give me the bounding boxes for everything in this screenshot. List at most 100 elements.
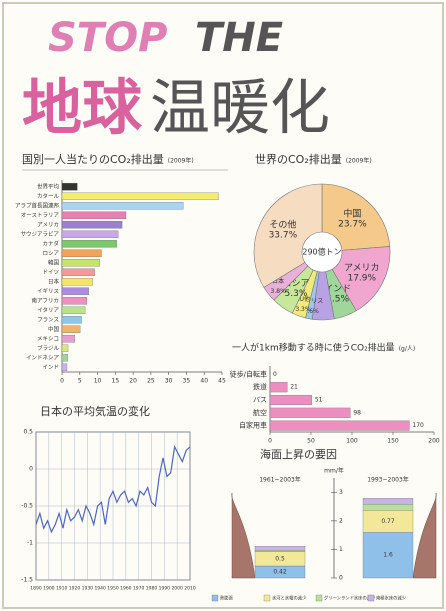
bar-segment (255, 546, 305, 550)
x-tick-label: 15 (112, 378, 120, 385)
category-label: ブラジル (37, 344, 59, 352)
x-tick-label: 5 (78, 378, 82, 385)
bar (270, 421, 409, 431)
x-tick-label: 1990 (159, 586, 171, 592)
x-tick-label: 20 (129, 378, 137, 385)
category-label: イタリア (37, 306, 59, 314)
x-tick-label: 25 (147, 378, 155, 385)
category-label: 中国 (48, 325, 60, 333)
bar (270, 395, 312, 405)
y-axis-label: mm/年 (324, 467, 344, 475)
y-tick-label: -0.5 (21, 503, 33, 510)
y-tick-label: 0 (29, 466, 33, 473)
category-label: 自家用車 (239, 421, 267, 430)
y-tick-label: 0 (339, 575, 343, 582)
x-tick-label: 1920 (69, 586, 81, 592)
chart-subtitle: (g/人) (399, 346, 416, 353)
value-label: 1.6 (383, 552, 393, 559)
bar (270, 382, 287, 392)
category-label: アラブ首長国連邦 (15, 201, 60, 209)
x-tick-label: 35 (183, 378, 191, 385)
category-label: ロシア (42, 250, 59, 257)
x-tick-label: 50 (307, 438, 315, 445)
title-stop: STOP (48, 15, 167, 61)
category-label: インド (42, 365, 59, 371)
bar (62, 250, 101, 257)
category-label: 鉄道 (253, 382, 267, 391)
legend-swatch (316, 595, 322, 601)
chart-title: 国別一人当たりのCO₂排出量 (22, 152, 164, 166)
category-label: カナダ (42, 239, 59, 247)
legend-swatch (264, 595, 270, 601)
slice-value: 3.3% (295, 306, 311, 313)
poster: STOP THE 地球 温暖化 国別一人当たりのCO₂排出量(2009年)051… (0, 0, 446, 611)
chart-title: 世界のCO₂排出量 (255, 152, 342, 166)
bar (62, 269, 95, 276)
bar-segment (363, 504, 413, 510)
bar (62, 259, 100, 266)
value-label: 0.5 (275, 555, 285, 562)
bar (62, 364, 67, 371)
center-label: 290億トン (302, 247, 341, 257)
legend-label: 熱膨張 (220, 595, 234, 602)
y-tick-label: -1.5 (21, 577, 33, 584)
legend-label: 氷河と氷帽の減少 (272, 595, 307, 602)
slice-value: 17.9% (347, 273, 376, 283)
x-tick-label: 1980 (146, 586, 158, 592)
chart-title: 一人が1km移動する時に使うCO₂排出量 (232, 342, 395, 354)
category-label: 日本 (48, 277, 60, 285)
x-tick-label: 1890 (30, 586, 42, 592)
x-tick-label: 2000 (171, 586, 183, 592)
bar (62, 345, 68, 352)
x-tick-label: 0 (268, 438, 272, 445)
bar (62, 221, 122, 228)
category-label: フランス (37, 316, 59, 323)
bar (62, 297, 87, 304)
category-label: インドネシア (26, 354, 60, 361)
category-label: 航空 (253, 408, 267, 417)
x-tick-label: 10 (94, 378, 102, 385)
x-tick-label: 30 (165, 378, 173, 385)
category-label: 世界平均 (37, 182, 60, 190)
bar-segment (255, 550, 305, 551)
category-label: アメリカ (37, 221, 59, 228)
x-tick-label: 1950 (107, 586, 119, 592)
slice-value: 23.7% (338, 219, 367, 229)
chart-subtitle: (2009年) (346, 157, 372, 165)
value-label: 0 (273, 371, 277, 378)
slice-label: その他 (269, 219, 296, 231)
x-tick-label: 0 (60, 378, 64, 385)
bar (62, 335, 75, 342)
chart-title: 海面上昇の要因 (260, 447, 337, 461)
value-label: 170 (412, 422, 424, 429)
x-tick-label: 1940 (94, 586, 106, 592)
bar (62, 316, 82, 323)
bar (62, 288, 89, 295)
x-tick-label: 1960 (120, 586, 132, 592)
slice-label: 中国 (343, 207, 361, 219)
bar-segment (363, 498, 413, 504)
category-label: サウジアラビア (20, 230, 59, 238)
bar (62, 278, 93, 285)
x-tick-label: 200 (428, 438, 440, 445)
title-the: THE (195, 15, 283, 61)
bar (62, 183, 77, 190)
y-tick-label: 0.5 (23, 429, 33, 436)
chart-subtitle: (2009年) (168, 157, 194, 165)
slice-value: 33.7% (269, 231, 298, 241)
category-label: 1961~2003年 (259, 476, 301, 484)
category-label: ドイツ (42, 270, 59, 276)
legend-label: 南極氷床の減少 (376, 595, 407, 602)
page: STOP THE 地球 温暖化 国別一人当たりのCO₂排出量(2009年)051… (0, 0, 446, 611)
x-tick-label: 1910 (56, 586, 68, 592)
x-tick-label: 40 (200, 378, 208, 385)
slice-value: 3.8% (271, 288, 287, 295)
category-label: 南アフリカ (31, 296, 59, 304)
bar (62, 212, 126, 219)
chart-title: 日本の平均気温の変化 (40, 404, 150, 418)
x-tick-label: 1930 (82, 586, 94, 592)
bar (62, 354, 68, 361)
category-label: 1993~2003年 (367, 476, 409, 484)
category-label: イギリス (37, 288, 59, 295)
title-warming: 温暖化 (150, 74, 330, 144)
